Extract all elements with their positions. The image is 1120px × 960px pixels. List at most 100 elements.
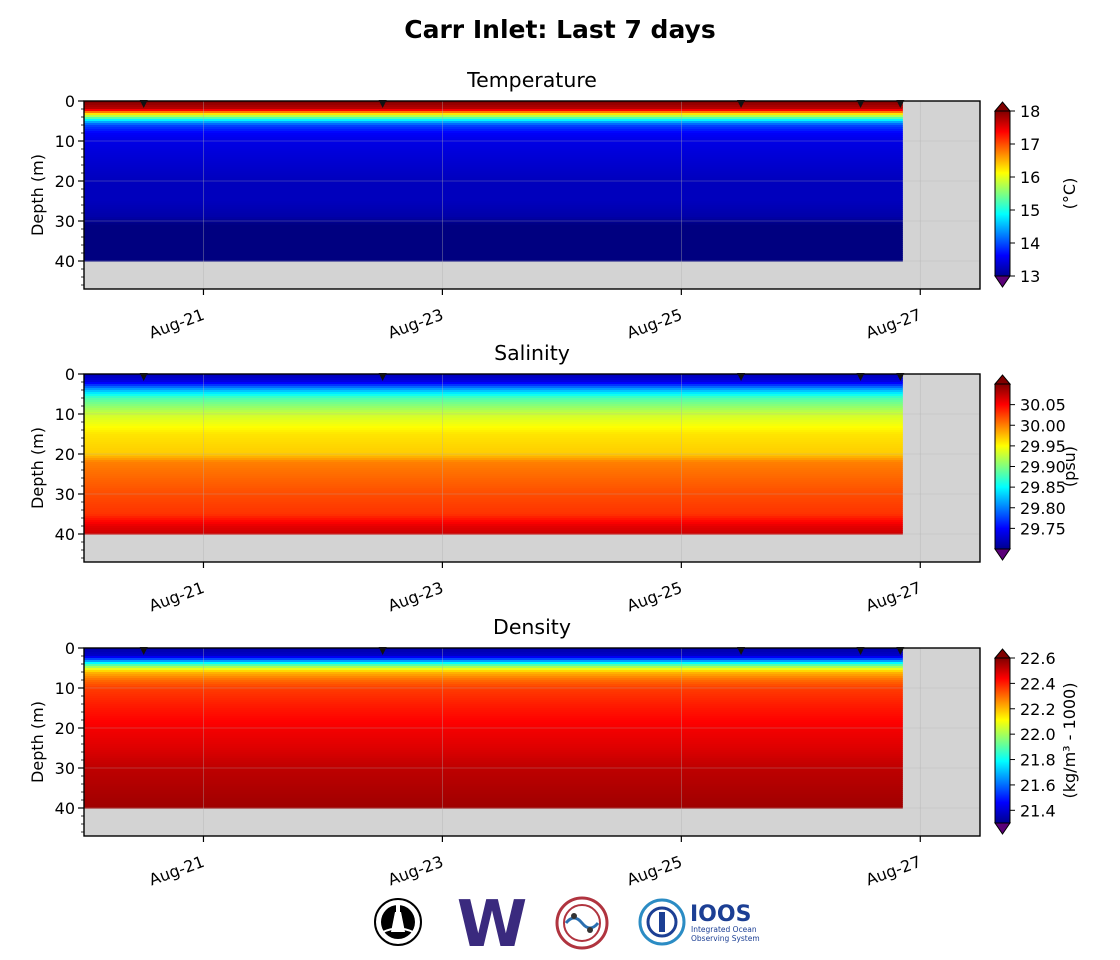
data-band bbox=[84, 233, 903, 236]
data-band bbox=[84, 109, 903, 112]
data-band bbox=[84, 418, 903, 421]
data-band bbox=[84, 249, 903, 252]
data-band bbox=[84, 724, 903, 727]
data-band bbox=[84, 221, 903, 224]
colorbar-tick-label: 18 bbox=[1020, 102, 1040, 121]
cast-marker bbox=[378, 373, 387, 381]
colorbar-label: (°C) bbox=[1060, 178, 1079, 210]
data-band bbox=[84, 225, 903, 228]
x-tick-label: Aug-25 bbox=[624, 852, 684, 889]
y-tick-label: 40 bbox=[55, 799, 75, 818]
y-tick-label: 0 bbox=[65, 365, 75, 384]
data-band bbox=[84, 133, 903, 136]
cast-marker bbox=[737, 373, 746, 381]
data-band bbox=[84, 396, 903, 399]
data-band bbox=[84, 151, 903, 154]
data-band bbox=[84, 766, 903, 769]
figure-title: Carr Inlet: Last 7 days bbox=[404, 15, 715, 44]
data-band bbox=[84, 520, 903, 523]
data-band bbox=[84, 498, 903, 501]
data-band bbox=[84, 189, 903, 192]
ioos-logo: IOOS Integrated Ocean Observing System bbox=[638, 898, 760, 946]
data-band bbox=[84, 175, 903, 178]
data-band bbox=[84, 698, 903, 701]
y-tick-label: 20 bbox=[55, 445, 75, 464]
colorbar-gradient bbox=[995, 658, 1010, 823]
data-band bbox=[84, 384, 903, 387]
data-band bbox=[84, 420, 903, 423]
data-band bbox=[84, 476, 903, 479]
data-band bbox=[84, 376, 903, 379]
data-band bbox=[84, 688, 903, 691]
data-band bbox=[84, 177, 903, 180]
data-band bbox=[84, 522, 903, 525]
colorbar: 13 14 15 16 17 18 (°C) bbox=[993, 101, 1079, 288]
svg-text:IOOS: IOOS bbox=[690, 902, 751, 927]
data-band bbox=[84, 259, 903, 262]
data-band bbox=[84, 257, 903, 260]
data-band bbox=[84, 229, 903, 232]
data-band bbox=[84, 506, 903, 509]
data-band bbox=[84, 195, 903, 198]
data-band bbox=[84, 400, 903, 403]
data-band bbox=[84, 179, 903, 182]
data-band bbox=[84, 143, 903, 146]
colorbar-tick-label: 22.0 bbox=[1020, 725, 1056, 744]
data-band bbox=[84, 181, 903, 184]
y-tick-label: 30 bbox=[55, 212, 75, 231]
data-band bbox=[84, 706, 903, 709]
data-band bbox=[84, 247, 903, 250]
data-band bbox=[84, 161, 903, 164]
data-band bbox=[84, 117, 903, 120]
data-band bbox=[84, 760, 903, 763]
data-band bbox=[84, 219, 903, 222]
data-band bbox=[84, 139, 903, 142]
data-band bbox=[84, 422, 903, 425]
data-band bbox=[84, 211, 903, 214]
data-band bbox=[84, 398, 903, 401]
data-band bbox=[84, 123, 903, 126]
data-band bbox=[84, 135, 903, 138]
data-band bbox=[84, 115, 903, 118]
data-band bbox=[84, 235, 903, 238]
data-band bbox=[84, 474, 903, 477]
data-band bbox=[84, 680, 903, 683]
data-band bbox=[84, 406, 903, 409]
data-band bbox=[84, 237, 903, 240]
data-band bbox=[84, 710, 903, 713]
data-band bbox=[84, 470, 903, 473]
cast-marker bbox=[139, 373, 148, 381]
data-band bbox=[84, 488, 903, 491]
colorbar-extend-min bbox=[994, 822, 1011, 835]
data-band bbox=[84, 704, 903, 707]
x-tick-label: Aug-27 bbox=[863, 578, 923, 615]
x-tick-label: Aug-21 bbox=[146, 305, 206, 342]
data-band bbox=[84, 111, 903, 114]
data-band bbox=[84, 402, 903, 405]
data-band bbox=[84, 446, 903, 449]
data-band bbox=[84, 448, 903, 451]
data-band bbox=[84, 722, 903, 725]
data-band bbox=[84, 155, 903, 158]
data-band bbox=[84, 444, 903, 447]
colorbar-extend-min bbox=[994, 275, 1011, 288]
data-band bbox=[84, 157, 903, 160]
data-band bbox=[84, 790, 903, 793]
data-band bbox=[84, 738, 903, 741]
data-band bbox=[84, 764, 903, 767]
data-band bbox=[84, 438, 903, 441]
data-field bbox=[84, 648, 903, 809]
colorbar-tick-label: 29.95 bbox=[1020, 437, 1066, 456]
data-band bbox=[84, 530, 903, 533]
data-band bbox=[84, 149, 903, 152]
data-band bbox=[84, 193, 903, 196]
data-band bbox=[84, 245, 903, 248]
data-band bbox=[84, 105, 903, 108]
data-band bbox=[84, 532, 903, 535]
data-band bbox=[84, 494, 903, 497]
cast-marker bbox=[896, 100, 905, 108]
x-tick-label: Aug-25 bbox=[624, 305, 684, 342]
y-tick-label: 10 bbox=[55, 132, 75, 151]
data-field bbox=[84, 374, 903, 535]
